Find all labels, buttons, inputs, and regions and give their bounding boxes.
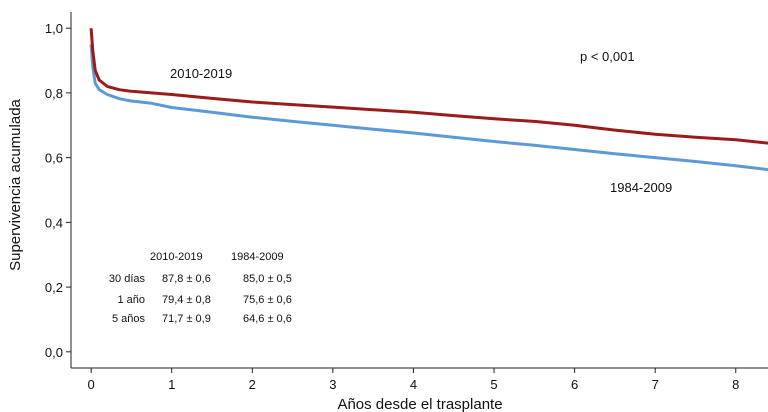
- table-cell: 71,7 ± 0,9: [162, 313, 211, 325]
- table-header: 2010-2019: [150, 251, 203, 263]
- x-tick-label: 4: [410, 377, 417, 392]
- x-tick-label: 2: [249, 377, 256, 392]
- survival-table: 2010-2019 1984-2009 30 días 87,8 ± 0,6 8…: [109, 251, 292, 325]
- table-row-label: 1 año: [117, 294, 145, 306]
- table-row-label: 30 días: [109, 273, 146, 285]
- series-label-1984-2009: 1984-2009: [610, 180, 672, 195]
- series-line-2010-2019: [89, 28, 768, 145]
- table-cell: 87,8 ± 0,6: [162, 273, 211, 285]
- x-tick-label: 1: [168, 377, 175, 392]
- p-value-annotation: p < 0,001: [580, 49, 635, 64]
- table-cell: 64,6 ± 0,6: [243, 313, 292, 325]
- table-cell: 75,6 ± 0,6: [243, 294, 292, 306]
- y-tick-label: 0,2: [45, 280, 63, 295]
- y-tick-label: 0,0: [45, 345, 63, 360]
- y-tick-label: 0,6: [45, 151, 63, 166]
- table-header: 1984-2009: [231, 251, 284, 263]
- x-tick-label: 3: [329, 377, 336, 392]
- y-tick-label: 1,0: [45, 21, 63, 36]
- x-tick-label: 6: [571, 377, 578, 392]
- x-tick-label: 7: [652, 377, 659, 392]
- table-cell: 85,0 ± 0,5: [243, 273, 292, 285]
- y-axis-title: Supervivencia acumulada: [7, 98, 24, 270]
- x-axis-title: Años desde el trasplante: [337, 396, 502, 412]
- y-tick-label: 0,4: [45, 215, 63, 230]
- table-cell: 79,4 ± 0,8: [162, 294, 211, 306]
- table-row-label: 5 años: [112, 313, 146, 325]
- x-tick-label: 0: [88, 377, 95, 392]
- x-tick-label: 8: [732, 377, 739, 392]
- x-tick-label: 5: [490, 377, 497, 392]
- series-line-1984-2009: [89, 44, 768, 172]
- series-label-2010-2019: 2010-2019: [170, 66, 232, 81]
- y-tick-label: 0,8: [45, 86, 63, 101]
